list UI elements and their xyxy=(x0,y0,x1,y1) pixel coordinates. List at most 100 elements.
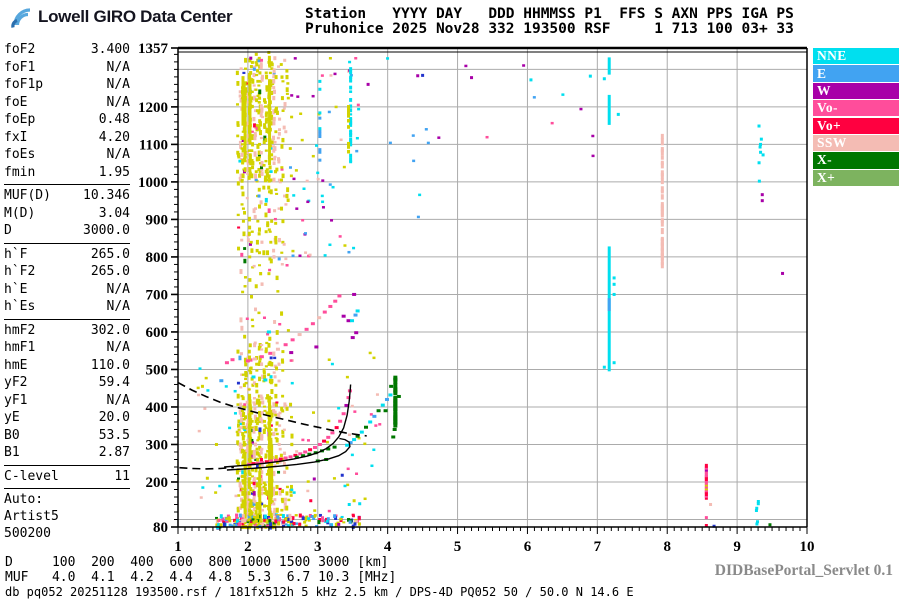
param-value: 0.48 xyxy=(98,112,130,127)
param-label: C-level xyxy=(4,468,59,484)
param-label: M(D) xyxy=(4,205,36,221)
param-value: 10.346 xyxy=(83,188,130,203)
param-row: fmin 1.95 xyxy=(4,164,130,182)
svg-text:1000: 1000 xyxy=(138,175,168,191)
param-value: N/A xyxy=(106,59,130,75)
param-row: C-level 11 xyxy=(4,468,130,486)
logo-title: Lowell GIRO Data Center xyxy=(38,7,233,26)
param-label: yF2 xyxy=(4,375,28,390)
param-row: foF1 N/A xyxy=(4,59,130,77)
param-value: 265.0 xyxy=(90,264,130,279)
param-row: h`E N/A xyxy=(4,281,130,299)
autoscaling-info-line: Auto: xyxy=(4,492,44,507)
svg-text:8: 8 xyxy=(663,539,671,555)
param-label: hmF2 xyxy=(4,322,36,338)
param-row: h`F 265.0 xyxy=(4,246,130,264)
param-value: 3.04 xyxy=(98,205,130,221)
param-label: fxI xyxy=(4,129,28,145)
param-label: B1 xyxy=(4,445,20,460)
param-value: 110.0 xyxy=(90,357,130,373)
d-muf-table: D 100 200 400 600 800 1000 1500 3000 [km… xyxy=(5,555,397,585)
muf-row: MUF 4.0 4.1 4.2 4.4 4.8 5.3 6.7 10.3 [MH… xyxy=(5,569,397,585)
station-header: Station YYYY DAY DDD HHMMSS P1 FFS S AXN… xyxy=(305,7,794,36)
svg-text:1200: 1200 xyxy=(138,100,168,116)
param-value: N/A xyxy=(106,94,130,110)
param-label: foF1p xyxy=(4,77,44,92)
param-label: foEp xyxy=(4,112,36,127)
svg-text:600: 600 xyxy=(146,325,169,341)
param-row: B1 2.87 xyxy=(4,444,130,462)
param-value: 59.4 xyxy=(98,375,130,390)
param-value: 20.0 xyxy=(98,410,130,425)
param-value: 265.0 xyxy=(90,246,130,262)
param-row: M(D) 3.04 xyxy=(4,205,130,223)
param-row: fxI 4.20 xyxy=(4,129,130,147)
param-row: foE N/A xyxy=(4,94,130,112)
servlet-version: DIDBasePortal_Servlet 0.1 xyxy=(714,562,893,579)
svg-text:3: 3 xyxy=(314,539,322,555)
param-label: h`E xyxy=(4,281,28,297)
param-label: B0 xyxy=(4,427,20,443)
param-label: foF2 xyxy=(4,42,36,57)
station-header-line2: Pruhonice 2025 Nov28 332 193500 RSF 1 71… xyxy=(305,20,794,37)
param-row: B0 53.5 xyxy=(4,427,130,445)
svg-text:900: 900 xyxy=(146,212,169,228)
svg-text:1100: 1100 xyxy=(139,137,168,153)
panel-divider xyxy=(4,318,130,320)
param-label: foF1 xyxy=(4,59,36,75)
param-label: D xyxy=(4,223,12,238)
param-row: hmF1 N/A xyxy=(4,339,130,357)
param-label: MUF(D) xyxy=(4,188,51,203)
panel-divider xyxy=(4,242,130,244)
station-header-line1: Station YYYY DAY DDD HHMMSS P1 FFS S AXN… xyxy=(305,6,794,22)
legend-item-E: E xyxy=(813,65,899,82)
legend-item-Vo-: Vo- xyxy=(813,100,899,117)
panel-divider xyxy=(4,184,130,185)
param-label: h`F xyxy=(4,246,28,262)
svg-text:400: 400 xyxy=(146,400,169,416)
panel-divider xyxy=(4,488,130,489)
param-row: yE 20.0 xyxy=(4,409,130,427)
status-line: db pq052 20251128 193500.rsf / 181fx512h… xyxy=(5,585,634,599)
param-value: 3.400 xyxy=(90,42,130,57)
svg-text:4: 4 xyxy=(384,539,392,555)
param-value: N/A xyxy=(106,299,130,314)
param-label: h`Es xyxy=(4,299,36,314)
param-row: h`Es N/A xyxy=(4,298,130,316)
svg-text:800: 800 xyxy=(146,250,169,266)
legend-item-X+: X+ xyxy=(813,169,899,187)
giro-wave-icon xyxy=(11,8,31,28)
param-label: yE xyxy=(4,410,20,425)
param-value: 302.0 xyxy=(90,322,130,338)
legend-item-SSW: SSW xyxy=(813,134,899,152)
echo-legend: NNE E W Vo- Vo+ SSW X- X+ xyxy=(813,48,899,187)
legend-item-X-: X- xyxy=(813,152,899,169)
svg-text:1: 1 xyxy=(174,539,182,555)
param-label: hmF1 xyxy=(4,340,36,355)
param-value: 2.87 xyxy=(98,445,130,460)
param-row: foEp 0.48 xyxy=(4,111,130,129)
legend-item-W: W xyxy=(813,82,899,100)
param-row: MUF(D) 10.346 xyxy=(4,187,130,205)
param-value: 4.20 xyxy=(98,129,130,145)
svg-text:7: 7 xyxy=(594,539,602,555)
parameter-panel: foF2 3.400 foF1 N/A foF1p N/A foE N/A foEp 0.48 fx… xyxy=(4,41,130,542)
svg-text:2: 2 xyxy=(244,539,252,555)
param-row: h`F2 265.0 xyxy=(4,263,130,281)
param-value: 11 xyxy=(114,468,130,484)
param-label: hmE xyxy=(4,357,28,373)
param-value: 53.5 xyxy=(98,427,130,443)
d-row: D 100 200 400 600 800 1000 1500 3000 [km… xyxy=(5,555,389,570)
svg-text:10: 10 xyxy=(800,539,815,555)
legend-item-Vo+: Vo+ xyxy=(813,117,899,134)
param-label: h`F2 xyxy=(4,264,36,279)
param-row: D 3000.0 xyxy=(4,222,130,240)
param-row: yF2 59.4 xyxy=(4,374,130,392)
lowell-giro-logo: Lowell GIRO Data Center xyxy=(8,4,233,30)
param-value: N/A xyxy=(106,392,130,408)
param-label: fmin xyxy=(4,164,36,180)
param-row: foF2 3.400 xyxy=(4,41,130,59)
param-value: N/A xyxy=(106,147,130,162)
